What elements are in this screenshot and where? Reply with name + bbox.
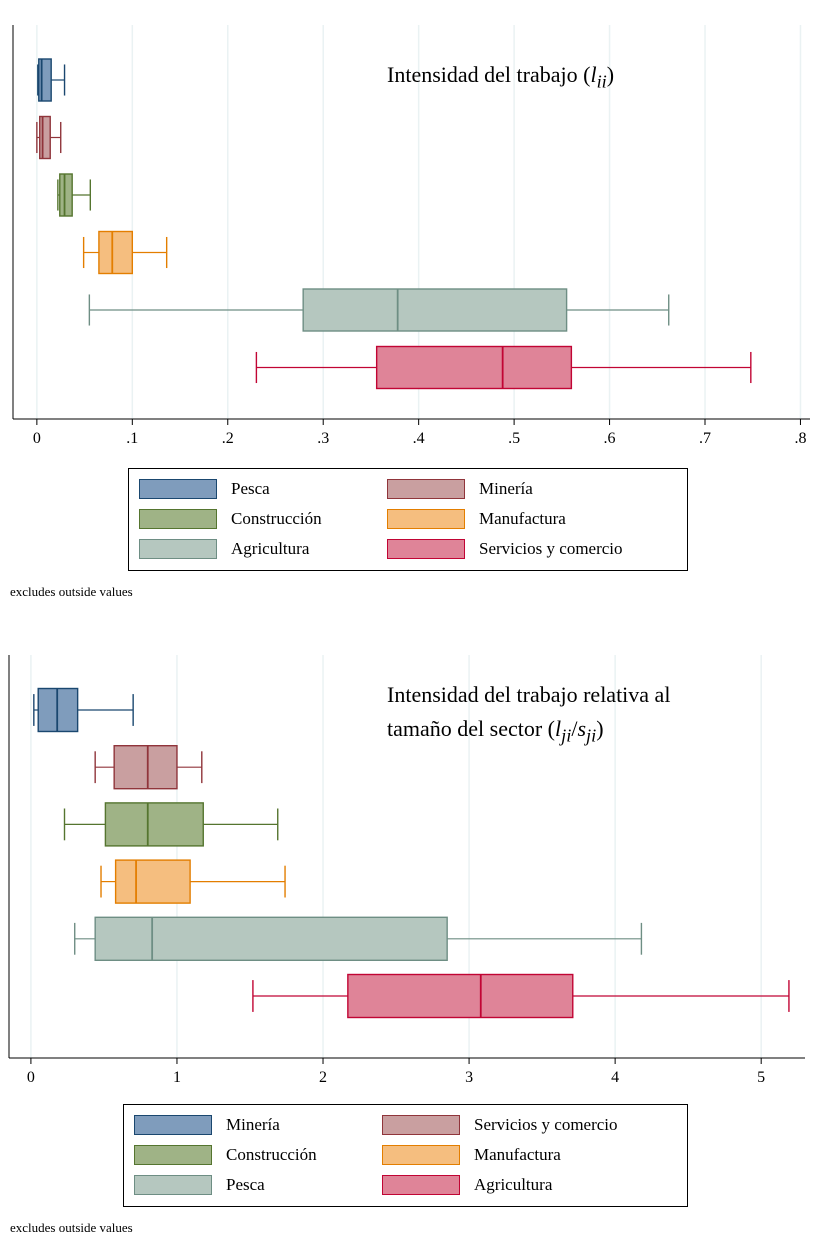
legend-item: Pesca (139, 478, 270, 500)
legend-label: Minería (226, 1115, 280, 1134)
chart-legend: Pesca Minería Construcción Manufactura Agric… (128, 468, 688, 571)
box-manufactura (82, 230, 168, 275)
chart-panel-relative-labor-intensity: 0 1 2 3 4 5 Intensidad del trabajo relativa a… (0, 610, 820, 1242)
iqr-box (302, 288, 568, 332)
legend-item: Agricultura (382, 1174, 552, 1196)
box-agricultura (252, 973, 790, 1019)
legend-label: Construcción (231, 509, 322, 528)
box-pesca (74, 916, 643, 961)
legend-swatch (387, 509, 465, 529)
box-construcción (57, 173, 92, 217)
iqr-box (98, 230, 134, 275)
box-construcción (63, 802, 279, 847)
x-tick-label: .5 (508, 430, 520, 447)
chart-panel-labor-intensity: 0 .1 .2 .3 .4 .5 .6 .7 .8 Intensidad del trabajo… (0, 0, 820, 610)
legend-swatch (387, 539, 465, 559)
legend-label: Pesca (226, 1175, 265, 1194)
footnote: excludes outside values (10, 584, 133, 599)
legend-swatch (139, 509, 217, 529)
legend-item: Servicios y comercio (387, 538, 623, 560)
iqr-box (347, 973, 574, 1019)
box-manufactura (100, 859, 286, 904)
x-tick-label: 5 (757, 1069, 765, 1086)
legend-item: Manufactura (382, 1144, 561, 1166)
box-servicios-y-comercio (94, 744, 203, 790)
legend-label: Pesca (231, 479, 270, 498)
legend-swatch (382, 1115, 460, 1135)
iqr-box (39, 115, 51, 160)
iqr-box (113, 744, 178, 790)
x-tick-label: 2 (319, 1069, 327, 1086)
boxplot-chart-2: 0 1 2 3 4 5 (8, 655, 805, 1086)
x-tick-label: .4 (413, 430, 425, 447)
legend-item: Manufactura (387, 508, 566, 530)
box-agricultura (88, 288, 670, 332)
legend-item: Agricultura (139, 538, 309, 560)
legend-label: Manufactura (474, 1145, 561, 1164)
iqr-box (375, 345, 573, 390)
legend-label: Servicios y comercio (474, 1115, 618, 1134)
legend-label: Minería (479, 479, 533, 498)
x-tick-label: .7 (699, 430, 711, 447)
x-tick-label: .1 (126, 430, 138, 447)
x-tick-label: 0 (27, 1069, 35, 1086)
legend-swatch (139, 479, 217, 499)
legend-swatch (387, 479, 465, 499)
x-tick-label: .3 (317, 430, 329, 447)
iqr-box (38, 58, 52, 102)
chart-title-line-2: tamaño del sector (lji/sji) (387, 716, 604, 746)
box-servicios-y-comercio (255, 345, 752, 390)
legend-label: Agricultura (474, 1175, 553, 1194)
legend-swatch (139, 539, 217, 559)
iqr-box (104, 802, 204, 847)
x-tick-label: 4 (611, 1069, 619, 1086)
x-tick-label: .6 (604, 430, 616, 447)
iqr-box (94, 916, 448, 961)
legend-swatch (382, 1175, 460, 1195)
iqr-box (59, 173, 73, 217)
boxplot-chart-1: 0 .1 .2 .3 .4 .5 .6 .7 .8 (12, 25, 810, 447)
x-tick-label: 0 (33, 430, 41, 447)
legend-item: Minería (134, 1114, 280, 1136)
footnote: excludes outside values (10, 1220, 133, 1235)
legend-swatch (382, 1145, 460, 1165)
legend-swatch (134, 1115, 212, 1135)
legend-swatch (134, 1145, 212, 1165)
legend-label: Agricultura (231, 539, 310, 558)
box-pesca (37, 58, 66, 102)
box-minería (33, 687, 134, 733)
chart-title-line-1: Intensidad del trabajo relativa al (387, 682, 671, 707)
legend-item: Construcción (134, 1144, 317, 1166)
legend-item: Pesca (134, 1174, 265, 1196)
legend-swatch (134, 1175, 212, 1195)
legend-item: Minería (387, 478, 533, 500)
legend-label: Manufactura (479, 509, 566, 528)
legend-item: Servicios y comercio (382, 1114, 618, 1136)
x-tick-label: 3 (465, 1069, 473, 1086)
legend-label: Construcción (226, 1145, 317, 1164)
x-tick-label: .2 (222, 430, 234, 447)
box-minería (36, 115, 62, 160)
iqr-box (114, 859, 191, 904)
legend-label: Servicios y comercio (479, 539, 623, 558)
x-tick-label: 1 (173, 1069, 181, 1086)
chart-legend: Minería Servicios y comercio Construcción M… (123, 1104, 688, 1207)
legend-item: Construcción (139, 508, 322, 530)
chart-title: Intensidad del trabajo (lii) (387, 62, 615, 92)
x-tick-label: .8 (794, 430, 806, 447)
